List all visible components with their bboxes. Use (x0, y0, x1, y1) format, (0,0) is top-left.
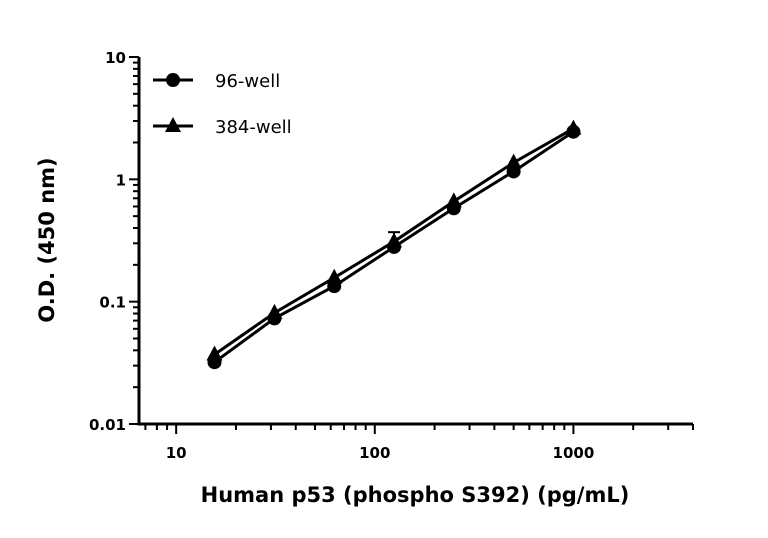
legend-label: 384-well (215, 117, 292, 138)
data-point (505, 153, 522, 169)
legend-item: 384-well (153, 117, 292, 138)
data-point (326, 268, 343, 284)
y-tick-label: 0.1 (99, 294, 126, 312)
data-point (565, 119, 582, 135)
y-tick-label: 0.01 (89, 416, 126, 434)
y-axis-label: O.D. (450 nm) (35, 157, 59, 322)
legend: 96-well 384-well (153, 71, 292, 138)
triangle-marker-icon (165, 117, 181, 132)
y-tick-label: 10 (105, 49, 126, 67)
series-group (206, 119, 582, 370)
data-point (266, 303, 283, 319)
x-axis-label: Human p53 (phospho S392) (pg/mL) (201, 483, 630, 507)
data-point (206, 345, 223, 361)
legend-label: 96-well (215, 71, 280, 92)
y-tick-label: 1 (116, 171, 126, 189)
series-384-well (206, 119, 582, 361)
circle-marker-icon (166, 73, 180, 87)
x-tick-label: 100 (359, 444, 390, 462)
legend-item: 96-well (153, 71, 280, 92)
data-point (386, 232, 403, 248)
axes: 10 100 1000 0.01 0.1 1 10 (89, 49, 694, 462)
x-tick-label: 1000 (553, 444, 595, 462)
data-point (445, 192, 462, 208)
x-tick-label: 10 (166, 444, 187, 462)
